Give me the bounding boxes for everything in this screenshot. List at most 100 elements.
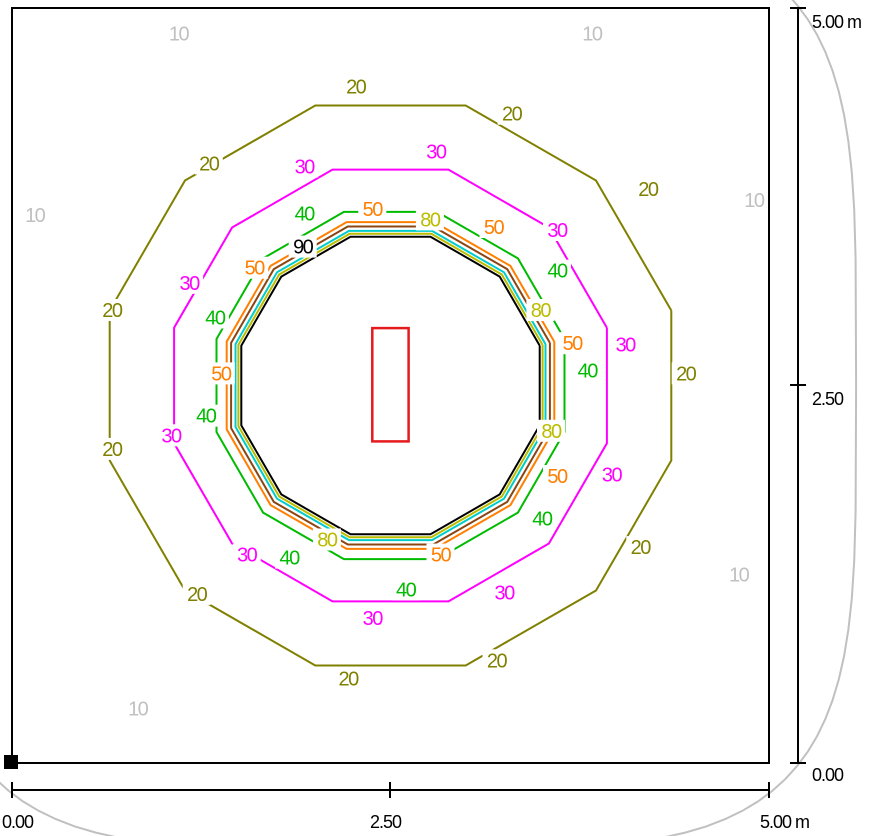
contour-label-bg <box>97 299 126 321</box>
contour-label-bg <box>206 362 235 385</box>
contour-label-bg <box>527 507 556 530</box>
contour-line-50 <box>225 221 556 550</box>
contour-label-20: 20 <box>102 439 123 461</box>
contour-line-80 <box>237 232 544 539</box>
contour-label-10: 10 <box>128 699 149 721</box>
contour-label-bg <box>724 563 753 586</box>
contour-label-20: 20 <box>187 584 208 606</box>
contour-label-bg <box>123 697 152 720</box>
contour-label-40: 40 <box>396 579 417 601</box>
contour-label-40: 40 <box>279 548 300 570</box>
contour-label-80: 80 <box>420 209 441 231</box>
contour-label-50: 50 <box>245 258 266 280</box>
contour-label-40: 40 <box>532 508 553 530</box>
luminaire-outline <box>371 326 410 443</box>
contour-label-bg <box>558 332 587 355</box>
contour-label-90: 90 <box>293 237 314 259</box>
contour-label-bg <box>240 256 269 279</box>
contour-label-bg <box>194 152 223 175</box>
contour-label-bg <box>341 75 370 98</box>
contour-label-bg <box>633 178 662 201</box>
contour-label-bg <box>482 649 511 672</box>
contour-label-bg <box>626 536 655 559</box>
contour-label-bg <box>479 216 508 238</box>
contour-label-bg <box>490 581 519 604</box>
contour-label-bg <box>421 140 450 163</box>
contour-label-bg <box>290 202 319 225</box>
contour-label-bg <box>526 299 555 321</box>
contour-label-30: 30 <box>602 465 623 487</box>
contour-label-40: 40 <box>547 261 568 283</box>
x-tick-0: 0.00 <box>2 812 34 832</box>
contour-label-40: 40 <box>578 360 599 382</box>
contour-label-bg <box>573 359 602 382</box>
contour-label-20: 20 <box>102 300 123 322</box>
contour-label-bg <box>543 259 571 282</box>
contour-label-10: 10 <box>744 190 765 212</box>
y-axis: 5.00 m 2.50 0.00 <box>790 7 862 785</box>
contour-line-90 <box>240 235 541 536</box>
contour-label-40: 40 <box>295 203 316 225</box>
contour-label-bg <box>497 102 526 125</box>
contour-label-50: 50 <box>363 199 384 221</box>
contour-label-30: 30 <box>295 157 316 179</box>
contour-label-bg <box>334 667 363 690</box>
contour-label-bg <box>97 437 126 460</box>
contour-line-40 <box>215 210 566 561</box>
contour-label-10: 10 <box>582 24 603 46</box>
contour-label-50: 50 <box>484 217 505 239</box>
contour-label-20: 20 <box>638 179 659 201</box>
contour-label-bg <box>543 465 571 488</box>
contour-label-20: 20 <box>346 77 367 99</box>
contour-label-bg <box>175 271 204 294</box>
contour-label-20: 20 <box>631 537 652 559</box>
plot-frame <box>11 7 770 764</box>
contour-label-50: 50 <box>211 363 232 385</box>
contour-label-80: 80 <box>317 530 338 552</box>
contour-label-20: 20 <box>487 650 508 672</box>
contour-label-10: 10 <box>169 24 190 46</box>
contour-label-bg <box>671 362 700 385</box>
contour-label-20: 20 <box>502 104 523 126</box>
contour-label-20: 20 <box>199 154 220 176</box>
contour-label-30: 30 <box>494 582 515 604</box>
contour-label-bg <box>200 306 229 329</box>
contour-label-50: 50 <box>547 466 568 488</box>
contour-label-80: 80 <box>531 300 552 322</box>
contour-line-20 <box>108 104 673 667</box>
contour-label-bg <box>358 197 387 220</box>
contour-line-70 <box>234 229 547 542</box>
contour-labels: 10 10 10 10 10 10 20 20 20 20 20 20 20 20 20 20 20 30 30 30… <box>20 22 768 721</box>
contour-label-30: 30 <box>547 220 568 242</box>
contour-label-bg <box>182 582 211 605</box>
contour-label-bg <box>275 546 304 569</box>
origin-marker <box>4 755 18 769</box>
contour-label-bg <box>426 543 455 566</box>
contour-label-bg <box>543 219 571 241</box>
contour-line-10 <box>0 0 858 836</box>
y-tick-0: 0.00 <box>812 765 844 785</box>
contour-label-bg <box>739 188 768 211</box>
contour-label-30: 30 <box>179 273 200 295</box>
contour-label-50: 50 <box>431 545 452 567</box>
contour-label-bg <box>312 528 341 551</box>
contour-label-30: 30 <box>426 142 447 164</box>
x-tick-2: 5.00 m <box>760 812 809 832</box>
contour-label-bg <box>232 543 261 566</box>
x-axis: 0.00 2.50 5.00 m <box>2 782 810 832</box>
contour-label-30: 30 <box>161 425 182 447</box>
contour-label-bg <box>537 419 565 442</box>
contour-label-50: 50 <box>563 333 584 355</box>
contour-label-30: 30 <box>237 545 258 567</box>
contour-label-20: 20 <box>338 668 359 690</box>
contour-label-bg <box>415 208 444 231</box>
y-tick-2: 5.00 m <box>812 12 861 32</box>
contour-label-80: 80 <box>541 421 562 443</box>
contour-label-30: 30 <box>616 335 637 357</box>
y-tick-1: 2.50 <box>812 389 844 409</box>
contour-label-bg <box>164 22 193 45</box>
contour-label-40: 40 <box>196 406 217 428</box>
contour-label-bg <box>20 203 49 226</box>
contour-label-bg <box>597 463 626 486</box>
